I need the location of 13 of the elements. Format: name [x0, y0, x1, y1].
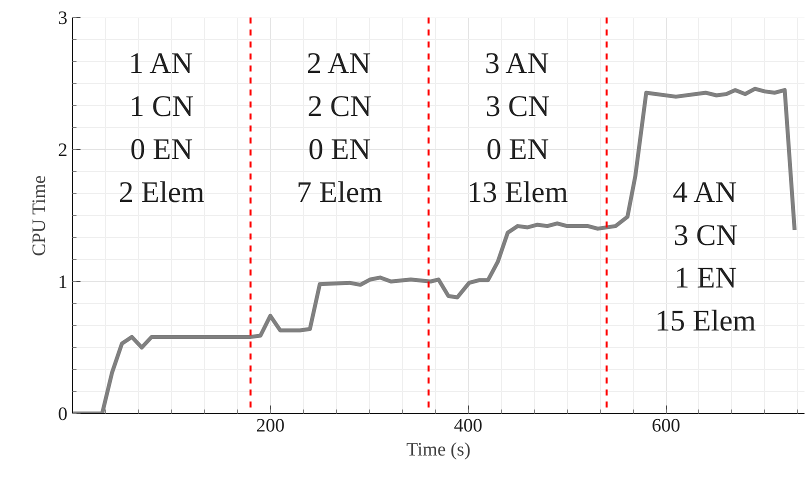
y-tick-label: 1	[58, 272, 68, 293]
x-tick-label: 200	[256, 416, 285, 436]
annotation: 1 AN 1 CN 0 EN 2 Elem	[118, 47, 204, 209]
x-tick-label: 600	[652, 416, 680, 436]
annotation: 4 AN 3 CN 1 EN 15 Elem	[655, 176, 756, 338]
y-tick-label: 2	[58, 140, 68, 161]
x-axis-title: Time (s)	[406, 440, 471, 460]
annotation: 2 AN 2 CN 0 EN 7 Elem	[296, 47, 382, 209]
y-tick-label: 0	[58, 404, 68, 425]
annotation: 3 AN 3 CN 0 EN 13 Elem	[467, 47, 568, 209]
y-tick-label: 3	[58, 8, 68, 29]
y-axis-title: CPU Time	[29, 175, 50, 256]
x-tick-label: 400	[454, 416, 482, 436]
